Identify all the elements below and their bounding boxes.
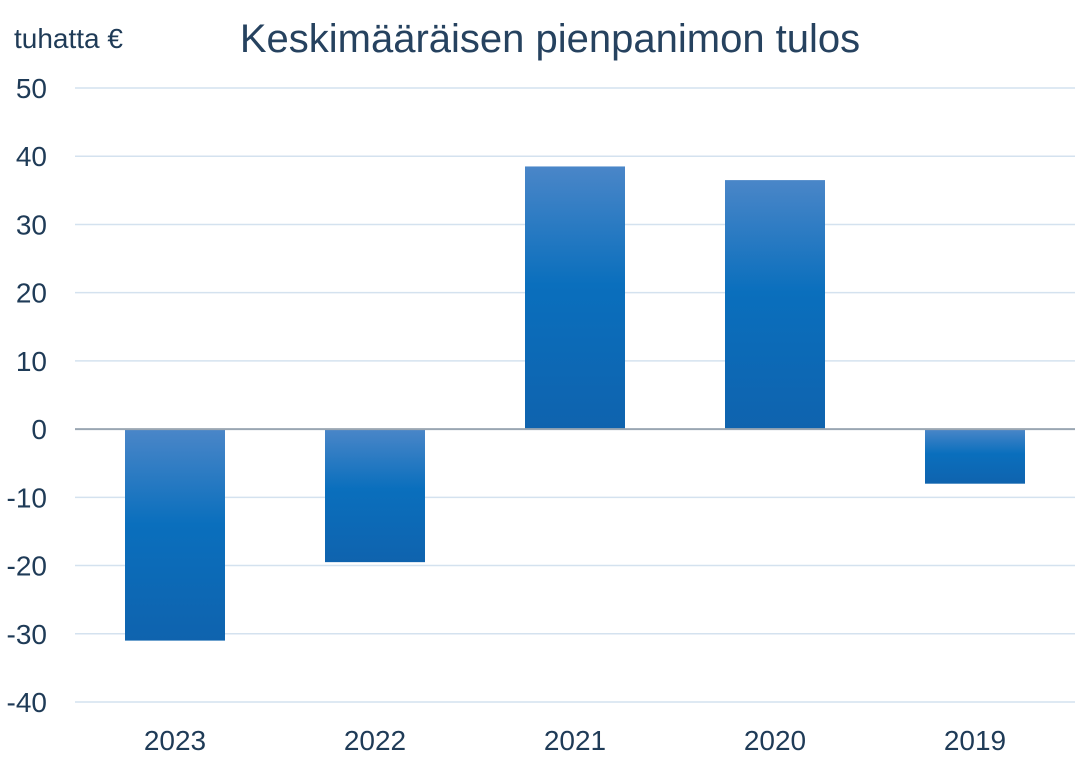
x-tick-label: 2023 — [144, 725, 206, 756]
bar-2021 — [525, 166, 625, 430]
y-tick-label: 30 — [16, 209, 47, 240]
y-tick-label: 0 — [31, 414, 47, 445]
x-tick-label: 2020 — [744, 725, 806, 756]
y-tick-label: 40 — [16, 141, 47, 172]
y-tick-label: -10 — [7, 482, 47, 513]
y-tick-label: 50 — [16, 73, 47, 104]
chart-title: Keskimääräisen pienpanimon tulos — [240, 17, 860, 61]
x-tick-label: 2022 — [344, 725, 406, 756]
y-tick-label: -40 — [7, 687, 47, 718]
bar-2019 — [925, 429, 1025, 484]
y-tick-label: 10 — [16, 346, 47, 377]
x-tick-label: 2021 — [544, 725, 606, 756]
y-tick-label: -30 — [7, 619, 47, 650]
bar-2020 — [725, 180, 825, 430]
bar-2022 — [325, 429, 425, 563]
x-tick-label: 2019 — [944, 725, 1006, 756]
bars — [125, 166, 1025, 641]
y-tick-label: 20 — [16, 278, 47, 309]
x-axis-ticks: 2023 2022 2021 2020 2019 — [144, 725, 1006, 756]
y-tick-label: -20 — [7, 551, 47, 582]
y-axis-unit-label: tuhatta € — [14, 23, 123, 54]
bar-2023 — [125, 429, 225, 641]
y-axis-ticks: 50 40 30 20 10 0 -10 -20 -30 -40 — [7, 73, 47, 718]
